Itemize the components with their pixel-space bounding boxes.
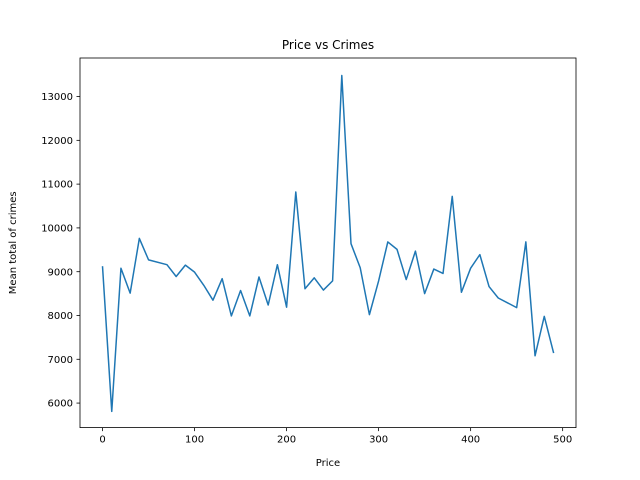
y-tick-label: 10000 <box>41 224 73 235</box>
x-tick-label: 400 <box>461 435 480 446</box>
x-tick-label: 100 <box>185 435 204 446</box>
y-tick-label: 6000 <box>48 399 73 410</box>
x-tick-label: 0 <box>99 435 105 446</box>
y-tick-label: 7000 <box>48 355 73 366</box>
x-axis-label: Price <box>316 458 340 469</box>
x-axis: 0 100 200 300 400 500 <box>99 427 572 446</box>
chart-title: Price vs Crimes <box>282 38 374 52</box>
y-axis: 6000 7000 8000 9000 10000 11000 12000 13000 <box>41 92 80 410</box>
y-tick-label: 8000 <box>48 311 73 322</box>
y-axis-label: Mean total of crimes <box>8 191 19 294</box>
y-tick-label: 9000 <box>48 267 73 278</box>
y-tick-label: 12000 <box>41 136 73 147</box>
plot-area <box>101 74 555 413</box>
series-line <box>101 74 555 413</box>
y-tick-label: 13000 <box>41 92 73 103</box>
x-tick-label: 300 <box>369 435 388 446</box>
y-tick-label: 11000 <box>41 180 73 191</box>
axes-frame <box>79 57 577 429</box>
x-tick-label: 200 <box>277 435 296 446</box>
x-tick-label: 500 <box>553 435 572 446</box>
